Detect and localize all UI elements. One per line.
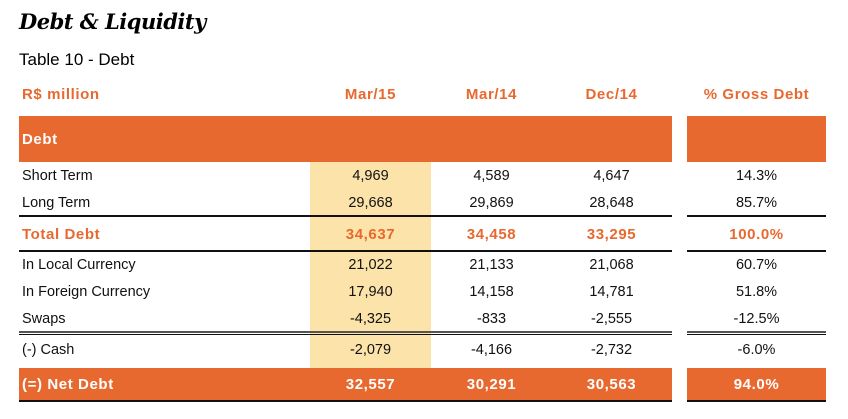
divider <box>687 250 826 252</box>
cell: -2,079 <box>349 342 392 358</box>
unit-header: R$ million <box>22 86 100 103</box>
cell: -4,325 <box>349 311 392 327</box>
col-header-mar14: Mar/14 <box>465 86 518 103</box>
cell-pct: 14.3% <box>735 168 778 184</box>
divider <box>19 250 672 252</box>
cell: -4,166 <box>470 342 513 358</box>
cell-total: 34,637 <box>345 226 396 243</box>
cell: 21,133 <box>469 257 514 273</box>
row-label-total-debt: Total Debt <box>22 226 101 243</box>
group-header-bar <box>19 116 672 162</box>
divider <box>19 400 672 402</box>
col-header-mar15: Mar/15 <box>344 86 397 103</box>
cell-net-debt: 32,557 <box>345 376 396 393</box>
cell: 21,022 <box>348 257 393 273</box>
cell-net-debt: 30,563 <box>586 376 637 393</box>
cell: 14,158 <box>469 284 514 300</box>
cell-total: 34,458 <box>466 226 517 243</box>
double-divider <box>687 331 826 335</box>
net-debt-bar-pct <box>687 368 826 400</box>
cell: 4,647 <box>593 168 630 184</box>
cell: -833 <box>476 311 507 327</box>
row-label-foreign-currency: In Foreign Currency <box>22 284 151 300</box>
cell: -2,732 <box>590 342 633 358</box>
row-label-local-currency: In Local Currency <box>22 257 136 273</box>
cell-pct: 85.7% <box>735 195 778 211</box>
cell: 17,940 <box>348 284 393 300</box>
col-header-dec14: Dec/14 <box>585 86 638 103</box>
group-header-bar-pct <box>687 116 826 162</box>
section-title: Debt & Liquidity <box>19 9 206 34</box>
cell-pct: -12.5% <box>733 311 780 327</box>
cell: 4,969 <box>352 168 389 184</box>
cell-pct: 51.8% <box>735 284 778 300</box>
cell-pct: -6.0% <box>737 342 776 358</box>
group-label-debt: Debt <box>22 131 58 148</box>
cell-net-debt: 30,291 <box>466 376 517 393</box>
row-label-swaps: Swaps <box>22 311 66 327</box>
cell-total-pct: 100.0% <box>729 226 784 243</box>
table-title: Table 10 - Debt <box>19 50 135 69</box>
cell-total: 33,295 <box>586 226 637 243</box>
cell: 14,781 <box>589 284 634 300</box>
row-label-net-debt: (=) Net Debt <box>22 376 114 393</box>
cell: 29,668 <box>348 195 393 211</box>
row-label-long-term: Long Term <box>22 195 91 211</box>
cell: 4,589 <box>473 168 510 184</box>
cell: 28,648 <box>589 195 634 211</box>
highlight-column-mar15 <box>310 162 431 368</box>
cell: 29,869 <box>469 195 514 211</box>
row-label-short-term: Short Term <box>22 168 93 184</box>
cell: 21,068 <box>589 257 634 273</box>
divider <box>687 400 826 402</box>
cell-pct: 60.7% <box>735 257 778 273</box>
net-debt-bar <box>19 368 672 400</box>
divider <box>687 215 826 217</box>
cell-net-debt-pct: 94.0% <box>733 376 780 393</box>
divider <box>19 215 672 217</box>
cell: -2,555 <box>590 311 633 327</box>
col-header-pct-gross-debt: % Gross Debt <box>703 86 810 103</box>
row-label-cash: (-) Cash <box>22 342 75 358</box>
double-divider <box>19 331 672 335</box>
